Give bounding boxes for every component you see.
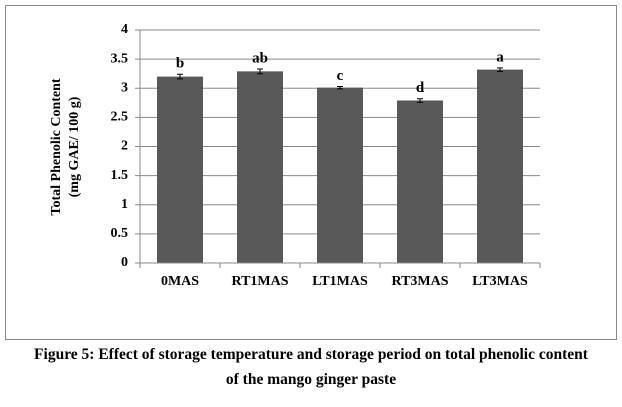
significance-letter: d xyxy=(416,80,425,96)
significance-letter: c xyxy=(337,68,344,84)
x-tick-label: LT1MAS xyxy=(312,274,368,289)
chart: Total Phenolic Content (mg GAE/ 100 g) 0… xyxy=(5,5,617,340)
y-axis-title: Total Phenolic Content (mg GAE/ 100 g) xyxy=(49,78,82,215)
y-tick-label: 1 xyxy=(121,197,128,212)
y-tick-label: 1.5 xyxy=(111,168,129,183)
x-tick-label: RT1MAS xyxy=(231,274,288,289)
y-tick-label: 0.5 xyxy=(111,226,129,241)
y-tick-label: 4 xyxy=(121,22,128,37)
bar xyxy=(157,76,203,263)
error-bar xyxy=(177,73,183,80)
significance-letter: ab xyxy=(252,50,268,66)
significance-letter: a xyxy=(496,49,504,65)
bar xyxy=(317,87,363,263)
error-bar xyxy=(337,86,343,90)
y-tick-label: 2.5 xyxy=(111,110,129,125)
significance-letter: b xyxy=(176,56,184,72)
y-tick-label: 2 xyxy=(121,139,128,154)
bar xyxy=(477,69,523,263)
bar xyxy=(237,71,283,263)
y-tick-label: 0 xyxy=(121,255,128,270)
x-tick-label: LT3MAS xyxy=(472,274,528,289)
y-tick-label: 3.5 xyxy=(111,51,129,66)
x-tick-label: 0MAS xyxy=(161,274,199,289)
error-bar xyxy=(497,67,503,72)
bar xyxy=(397,100,443,263)
y-tick-label: 3 xyxy=(121,80,128,95)
error-bar xyxy=(257,68,263,75)
chart-border xyxy=(5,5,617,340)
y-axis-title-line: Total Phenolic Content xyxy=(49,78,64,215)
error-bar xyxy=(417,98,423,103)
caption: Figure 5: Effect of storage temperature … xyxy=(0,342,622,392)
y-axis-title-line: (mg GAE/ 100 g) xyxy=(67,96,82,197)
x-tick-label: RT3MAS xyxy=(391,274,448,289)
caption-text: Figure 5: Effect of storage temperature … xyxy=(34,346,588,388)
